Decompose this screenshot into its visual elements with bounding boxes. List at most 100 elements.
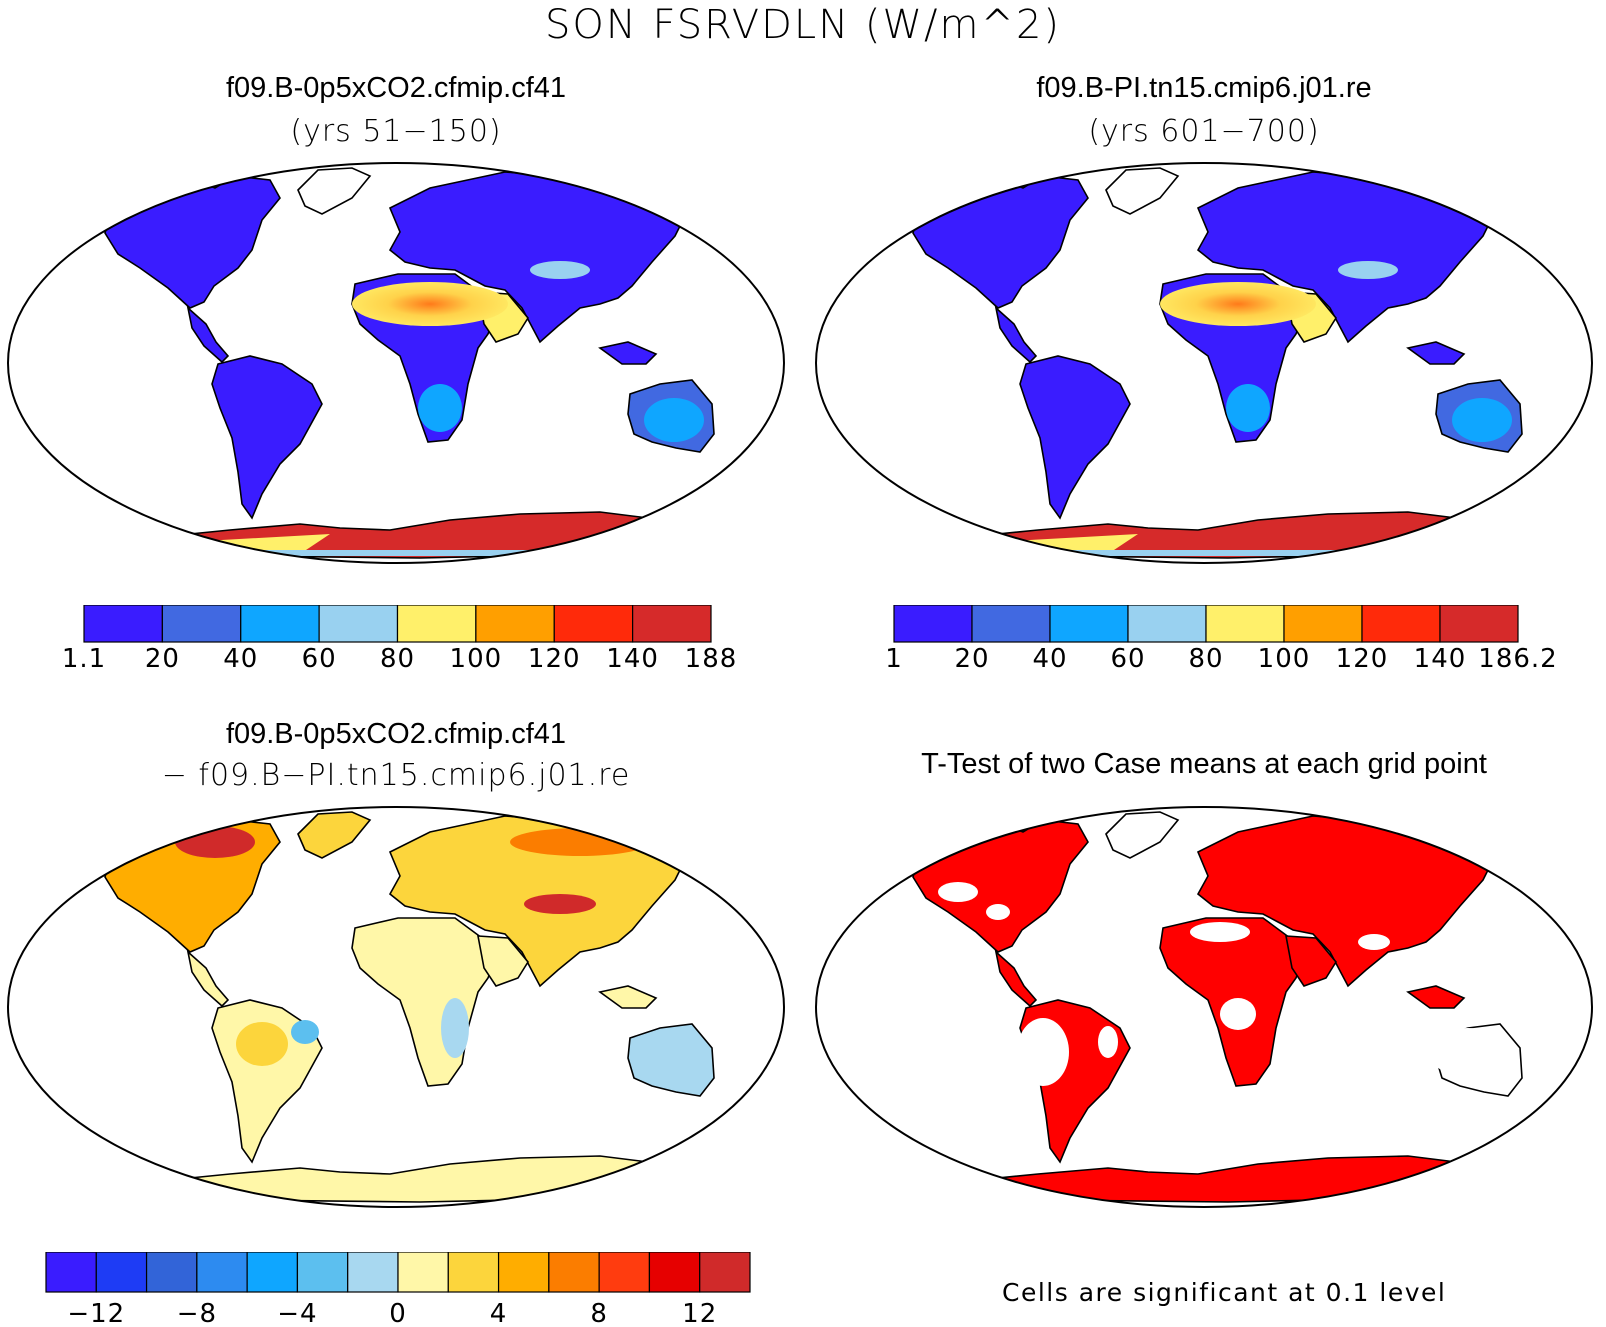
arabia-landmass [477, 935, 529, 987]
map-boundary [815, 162, 1593, 564]
central-america-landmass [994, 949, 1038, 1008]
panel-3-title: f09.B-0p5xCO2.cfmip.cf41 [225, 718, 567, 750]
panel-3-colorbar: −12 −8 −4 0 4 8 12 [45, 1252, 751, 1326]
amazon-values [236, 1022, 288, 1066]
colorbar-tick-label: 4 [490, 1299, 508, 1326]
colorbar-tick-label: −12 [67, 1299, 125, 1326]
colorbar-tick-label: 1.1 [62, 644, 106, 674]
colorbar-swatch [699, 1252, 751, 1293]
south-america-landmass [211, 355, 323, 520]
panel-4-title: T-Test of two Case means at each grid po… [921, 748, 1487, 780]
colorbar-tick-label: 80 [1188, 644, 1223, 674]
arabia-landmass [1285, 935, 1337, 987]
colorbar-swatch [1439, 605, 1519, 643]
maritime-landmass [598, 341, 658, 365]
colorbar-swatch [475, 605, 555, 643]
east-africa-values [441, 998, 469, 1058]
colorbar-swatch [447, 1252, 500, 1293]
panel-3-subtitle: − f09.B−PI.tn15.cmip6.j01.re [161, 758, 631, 793]
central-america-landmass [994, 305, 1038, 364]
colorbar-swatch [397, 1252, 449, 1293]
non-significant-area [938, 882, 978, 902]
brazil-east-values [291, 1020, 319, 1044]
colorbar-swatch [145, 1252, 198, 1293]
colorbar-tick-label: 188 [685, 644, 738, 674]
colorbar-tick-label: 100 [450, 644, 503, 674]
colorbar-swatch [347, 1252, 399, 1293]
map-boundary [7, 806, 785, 1208]
panel-1-title: f09.B-0p5xCO2.cfmip.cf41 [225, 72, 567, 104]
colorbar-swatch [1361, 605, 1441, 643]
tibet-high-values [1338, 261, 1398, 279]
greenland-landmass [1105, 811, 1180, 859]
australia-interior [1452, 398, 1512, 442]
colorbar-swatch [648, 1252, 701, 1293]
colorbar-tick-label: 186.2 [1478, 644, 1557, 674]
sahel-values [370, 948, 450, 976]
sahara-high-values [1160, 282, 1316, 326]
colorbar-swatch [893, 605, 973, 643]
colorbar-swatch [632, 605, 712, 643]
non-significant-area [986, 904, 1010, 920]
greenland-landmass [297, 811, 372, 859]
kalahari-values [1226, 384, 1270, 432]
panel-1-subtitle: (yrs 51−150) [290, 114, 502, 149]
colorbar-swatch [553, 605, 634, 643]
colorbar-swatch [1205, 605, 1285, 643]
greenland-landmass [1105, 167, 1180, 215]
maritime-landmass [598, 985, 658, 1009]
colorbar-tick-label: 20 [145, 644, 180, 674]
panel-2-map [808, 158, 1600, 568]
colorbar-swatch [1283, 605, 1363, 643]
colorbar-swatch [296, 1252, 349, 1293]
colorbar-tick-label: 20 [954, 644, 989, 674]
colorbar-swatch [83, 605, 163, 643]
colorbar-swatch [161, 605, 242, 643]
colorbar-swatch [1049, 605, 1129, 643]
colorbar-tick-label: 40 [1032, 644, 1067, 674]
panel-1-colorbar: 1.1 20 40 60 80 100 120 140 188 [62, 605, 738, 674]
colorbar-tick-label: 60 [1110, 644, 1145, 674]
non-significant-area [1428, 1028, 1508, 1076]
south-america-landmass [1019, 355, 1131, 520]
kalahari-values [418, 384, 462, 432]
non-significant-area [1220, 998, 1256, 1030]
colorbar-tick-label: −4 [277, 1299, 317, 1326]
panel-1-map [0, 158, 792, 568]
colorbar-tick-label: 80 [380, 644, 415, 674]
australia-interior [644, 398, 704, 442]
colorbar-tick-label: 8 [590, 1299, 608, 1326]
colorbar-swatch [497, 1252, 550, 1293]
colorbar-swatch [318, 605, 399, 643]
central-america-landmass [186, 949, 230, 1008]
colorbar-swatch [1127, 605, 1207, 643]
colorbar-tick-label: 1 [885, 644, 903, 674]
figure-title: SON FSRVDLN (W/m^2) [544, 2, 1062, 48]
central-america-landmass [186, 305, 230, 364]
colorbar-tick-label: 120 [1336, 644, 1389, 674]
colorbar-tick-label: 100 [1258, 644, 1311, 674]
non-significant-area [1098, 1026, 1118, 1058]
panel-4-map [808, 802, 1600, 1212]
colorbar-swatch [598, 1252, 651, 1293]
colorbar-tick-label: 40 [223, 644, 258, 674]
colorbar-tick-label: 120 [528, 644, 581, 674]
colorbar-swatch [971, 605, 1051, 643]
colorbar-tick-label: 140 [1414, 644, 1467, 674]
colorbar-swatch [548, 1252, 600, 1293]
australia-landmass [627, 1023, 715, 1097]
panel-2-colorbar: 1 20 40 60 80 100 120 140 186.2 [885, 605, 1557, 674]
antarctic-coast-values [958, 550, 1438, 556]
tibet-high-values [524, 894, 596, 914]
non-significant-area [1358, 934, 1390, 950]
greenland-landmass [297, 167, 372, 215]
colorbar-tick-label: 0 [389, 1299, 407, 1326]
panel-2-title: f09.B-PI.tn15.cmip6.j01.re [1036, 72, 1372, 104]
colorbar-swatch [396, 605, 477, 643]
colorbar-tick-label: −8 [177, 1299, 217, 1326]
colorbar-swatch [240, 605, 320, 643]
map-boundary [815, 806, 1593, 1208]
colorbar-tick-label: 140 [606, 644, 659, 674]
colorbar-swatch [45, 1252, 97, 1293]
colorbar-swatch [95, 1252, 148, 1293]
